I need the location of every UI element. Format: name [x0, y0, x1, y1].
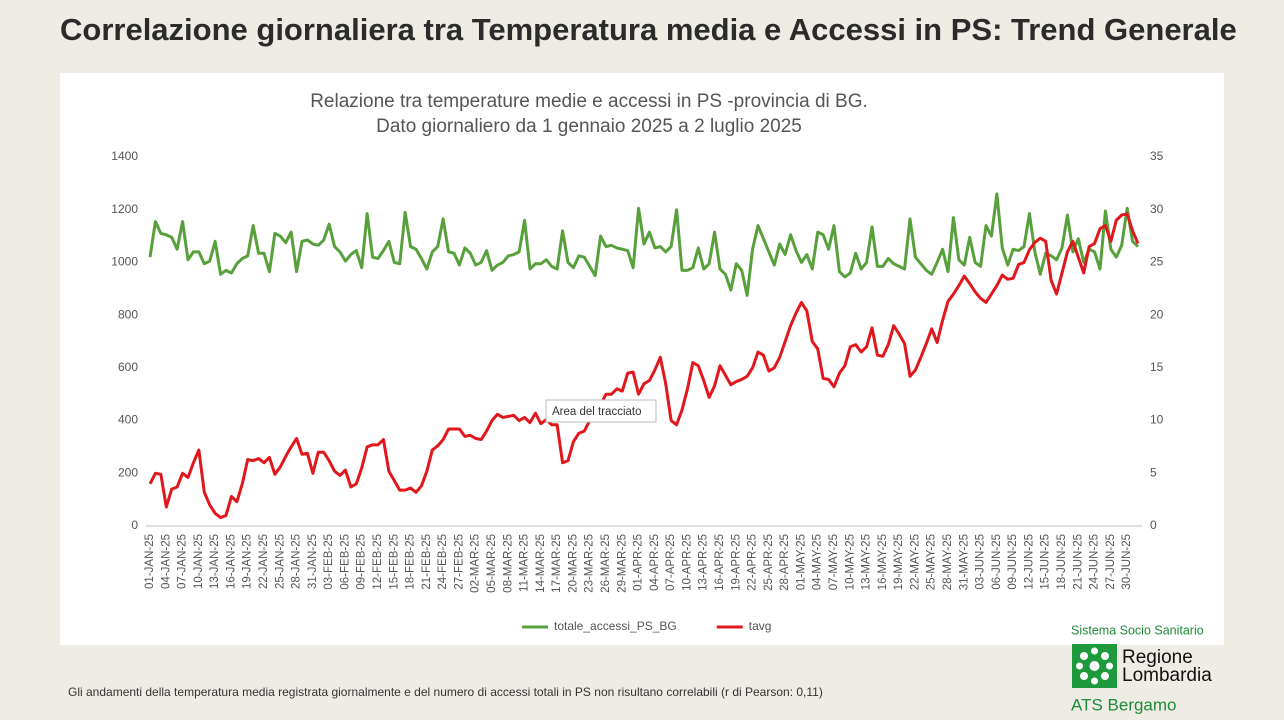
y2-tick-label: 35	[1150, 149, 1164, 163]
x-tick-label: 09-FEB-25	[356, 534, 368, 590]
x-tick-label: 11-MAR-25	[519, 534, 531, 592]
x-tick-label: 16-MAY-25	[877, 534, 889, 590]
tooltip-box	[545, 399, 657, 423]
y2-tick-label: 10	[1150, 413, 1164, 427]
x-tick-label: 04-JAN-25	[160, 534, 172, 589]
x-tick-label: 12-JUN-25	[1023, 534, 1035, 590]
x-tick-label: 01-MAY-25	[795, 534, 807, 590]
x-tick-label: 16-JAN-25	[225, 534, 237, 589]
x-tick-label: 18-JUN-25	[1056, 534, 1068, 590]
x-tick-label: 13-APR-25	[698, 534, 710, 591]
x-tick-label: 29-MAR-25	[616, 534, 628, 593]
x-tick-label: 28-MAY-25	[942, 534, 954, 590]
x-tick-label: 22-MAY-25	[909, 534, 921, 590]
x-tick-label: 22-JAN-25	[258, 534, 270, 589]
x-tick-label: 03-JUN-25	[975, 534, 987, 590]
x-tick-label: 06-JUN-25	[991, 534, 1003, 590]
x-tick-label: 04-APR-25	[649, 534, 661, 591]
logo-line1: Regione	[1122, 647, 1193, 668]
x-tick-label: 13-JAN-25	[209, 534, 221, 589]
y-tick-label: 0	[131, 518, 138, 532]
series-line	[148, 212, 1140, 520]
y2-tick-label: 30	[1150, 202, 1164, 216]
x-tick-label: 03-FEB-25	[323, 534, 335, 590]
legend-label: tavg	[749, 619, 772, 633]
x-tick-label: 28-APR-25	[779, 534, 791, 591]
x-tick-label: 21-FEB-25	[421, 534, 433, 590]
x-tick-label: 22-APR-25	[747, 534, 759, 591]
x-tick-label: 04-MAY-25	[812, 534, 824, 590]
x-tick-label: 14-MAR-25	[535, 534, 547, 593]
tooltip: Area del tracciato	[545, 399, 657, 423]
x-tick-label: 19-APR-25	[730, 534, 742, 591]
x-tick-label: 26-MAR-25	[600, 534, 612, 593]
x-tick-label: 06-FEB-25	[339, 534, 351, 590]
x-tick-label: 31-JAN-25	[307, 534, 319, 589]
x-tick-label: 25-APR-25	[763, 534, 775, 591]
x-tick-label: 05-MAR-25	[486, 534, 498, 593]
x-tick-label: 27-JUN-25	[1105, 534, 1117, 590]
x-tick-label: 31-MAY-25	[958, 534, 970, 590]
x-tick-label: 25-MAY-25	[926, 534, 938, 590]
x-tick-label: 07-APR-25	[665, 534, 677, 591]
y2-tick-label: 5	[1150, 465, 1157, 479]
y2-tick-label: 15	[1150, 360, 1164, 374]
x-tick-label: 10-JAN-25	[193, 534, 205, 589]
logo-bottom: ATS Bergamo	[1071, 695, 1177, 714]
y-tick-label: 200	[118, 465, 138, 479]
x-tick-label: 19-MAY-25	[893, 534, 905, 590]
x-tick-label: 07-MAY-25	[828, 534, 840, 590]
x-tick-label: 25-JAN-25	[274, 534, 286, 589]
x-tick-label: 10-APR-25	[681, 534, 693, 591]
chart-background	[60, 73, 1224, 645]
chart-subtitle: Dato giornaliero da 1 gennaio 2025 a 2 l…	[376, 116, 802, 137]
tooltip-text: Area del tracciato	[552, 406, 642, 418]
x-tick-label: 17-MAR-25	[551, 534, 563, 593]
y-tick-label: 600	[118, 360, 138, 374]
legend-label: totale_accessi_PS_BG	[554, 619, 677, 633]
x-tick-label: 01-JAN-25	[144, 534, 156, 589]
chart: Relazione tra temperature medie e access…	[60, 73, 1224, 645]
y2-tick-label: 25	[1150, 255, 1164, 269]
x-tick-label: 24-FEB-25	[437, 534, 449, 590]
page-title: Correlazione giornaliera tra Temperatura…	[60, 12, 1237, 47]
x-tick-label: 20-MAR-25	[567, 534, 579, 593]
footnote: Gli andamenti della temperatura media re…	[68, 685, 823, 699]
series-line	[148, 192, 1140, 297]
x-tick-label: 07-JAN-25	[177, 534, 189, 589]
x-tick-label: 01-APR-25	[633, 534, 645, 591]
x-tick-label: 08-MAR-25	[502, 534, 514, 593]
x-tick-label: 24-JUN-25	[1089, 534, 1101, 590]
x-tick-label: 27-FEB-25	[453, 534, 465, 590]
x-tick-label: 12-FEB-25	[372, 534, 384, 590]
logo-top: Sistema Socio Sanitario	[1071, 623, 1204, 637]
logo: Sistema Socio Sanitario Regione Lombardi…	[1071, 623, 1212, 714]
x-tick-label: 18-FEB-25	[405, 534, 417, 590]
x-tick-label: 23-MAR-25	[584, 534, 596, 593]
x-tick-label: 28-JAN-25	[291, 534, 303, 589]
x-tick-label: 15-FEB-25	[388, 534, 400, 590]
logo-line2: Lombardia	[1122, 665, 1212, 686]
logo-rose	[1076, 647, 1113, 685]
y2-tick-label: 0	[1150, 518, 1157, 532]
x-tick-label: 15-JUN-25	[1040, 534, 1052, 590]
x-tick-label: 21-JUN-25	[1072, 534, 1084, 590]
x-tick-label: 13-MAY-25	[861, 534, 873, 590]
y-tick-label: 1200	[111, 202, 138, 216]
y-tick-label: 800	[118, 307, 138, 321]
chart-title: Relazione tra temperature medie e access…	[310, 91, 868, 112]
x-tick-label: 16-APR-25	[714, 534, 726, 591]
x-tick-label: 09-JUN-25	[1007, 534, 1019, 590]
x-tick-label: 30-JUN-25	[1121, 534, 1133, 590]
y-tick-label: 1000	[111, 255, 138, 269]
y-tick-label: 1400	[111, 149, 138, 163]
x-tick-label: 10-MAY-25	[844, 534, 856, 590]
x-tick-label: 19-JAN-25	[242, 534, 254, 589]
y2-tick-label: 20	[1150, 307, 1164, 321]
y-tick-label: 400	[118, 413, 138, 427]
x-tick-label: 02-MAR-25	[470, 534, 482, 593]
